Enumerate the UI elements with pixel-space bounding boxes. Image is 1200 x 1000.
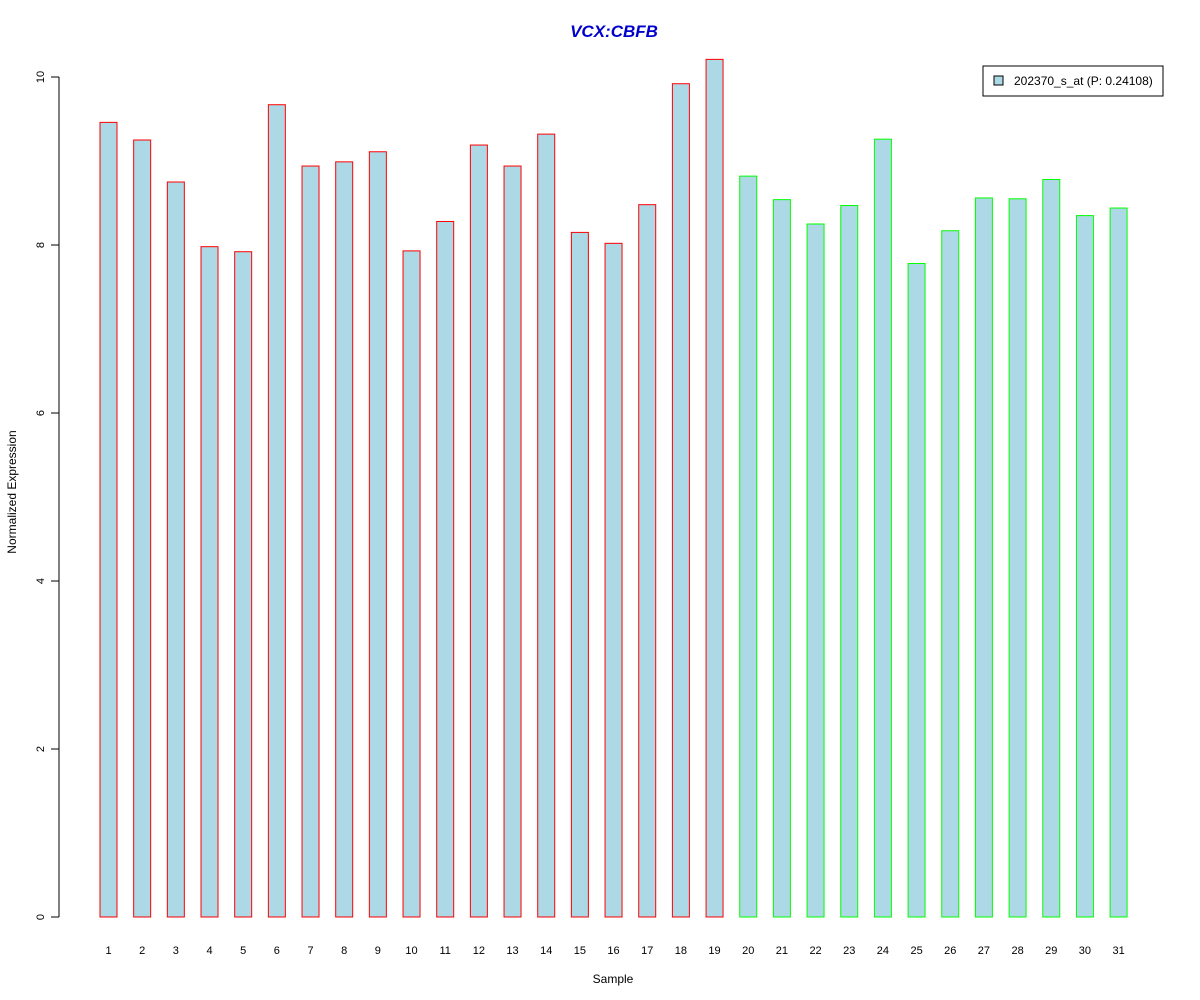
- x-tick-label: 14: [540, 945, 552, 957]
- x-tick-label: 7: [307, 945, 313, 957]
- bar-sample-4: [200, 246, 219, 918]
- x-tick-label: 1: [105, 945, 111, 957]
- bar-sample-15: [570, 231, 589, 918]
- x-tick-label: 22: [809, 945, 821, 957]
- x-tick-label: 11: [439, 945, 450, 957]
- x-tick-label: 25: [910, 945, 922, 957]
- x-tick-label: 13: [506, 945, 518, 957]
- x-tick-label: 12: [473, 945, 485, 957]
- y-axis-label: Normalized Expression: [5, 430, 19, 553]
- x-tick-label: 23: [843, 945, 855, 957]
- bar-sample-27: [974, 197, 993, 918]
- x-tick-label: 15: [574, 945, 586, 957]
- x-tick-label: 20: [742, 945, 754, 957]
- bar-sample-13: [503, 165, 522, 918]
- x-tick-label: 18: [675, 945, 687, 957]
- x-tick-label: 27: [978, 945, 990, 957]
- x-tick-label: 6: [274, 945, 280, 957]
- bar-sample-9: [368, 151, 387, 918]
- x-tick-label: 16: [607, 945, 619, 957]
- bar-sample-30: [1075, 215, 1094, 918]
- y-tick-label: 4: [35, 578, 47, 584]
- y-tick-label: 0: [35, 914, 47, 920]
- bar-sample-17: [638, 204, 657, 918]
- x-tick-label: 9: [375, 945, 381, 957]
- bar-sample-11: [436, 220, 455, 918]
- bar-sample-29: [1042, 178, 1061, 918]
- x-tick-label: 24: [877, 945, 889, 957]
- bar-sample-6: [267, 104, 286, 918]
- legend-swatch: [993, 75, 1004, 86]
- legend: 202370_s_at (P: 0.24108): [982, 65, 1164, 97]
- bar-sample-23: [840, 205, 859, 918]
- bar-sample-14: [537, 133, 556, 918]
- x-tick-labels: 1 2 3 4 5 6 7 8 9 10 11 12 13 14 15 16 17 18 19 20 21 22 23 24 2…: [105, 945, 1124, 957]
- bar-sample-8: [335, 161, 354, 918]
- x-tick-label: 19: [708, 945, 720, 957]
- bar-sample-2: [133, 139, 152, 918]
- x-tick-label: 26: [944, 945, 956, 957]
- bar-sample-5: [234, 251, 253, 918]
- bar-sample-26: [941, 230, 960, 918]
- bar-sample-28: [1008, 198, 1027, 918]
- x-axis-label: Sample: [593, 972, 634, 986]
- bar-sample-24: [873, 138, 892, 918]
- x-tick-label: 4: [206, 945, 212, 957]
- bars-group: [99, 58, 1128, 918]
- x-tick-label: 30: [1079, 945, 1091, 957]
- y-axis: 0 2 4 6 8 10: [35, 71, 60, 920]
- legend-box: [982, 65, 1164, 97]
- y-tick-label: 10: [35, 71, 47, 83]
- bar-sample-16: [604, 242, 623, 918]
- x-tick-label: 17: [641, 945, 653, 957]
- bar-sample-25: [907, 262, 926, 918]
- x-tick-label: 2: [139, 945, 145, 957]
- y-tick-label: 2: [35, 746, 47, 752]
- y-tick-label: 6: [35, 410, 47, 416]
- legend-label: 202370_s_at (P: 0.24108): [1014, 74, 1153, 88]
- bar-sample-22: [806, 223, 825, 918]
- bar-sample-1: [99, 121, 118, 918]
- bar-sample-7: [301, 165, 320, 918]
- bar-sample-19: [705, 58, 724, 918]
- bar-sample-31: [1109, 207, 1128, 918]
- x-tick-label: 10: [405, 945, 417, 957]
- y-tick-label: 8: [35, 242, 47, 248]
- x-tick-label: 31: [1112, 945, 1124, 957]
- bar-sample-3: [166, 181, 185, 918]
- bar-sample-21: [772, 199, 791, 918]
- bar-sample-12: [469, 144, 488, 918]
- x-tick-label: 29: [1045, 945, 1057, 957]
- x-tick-label: 3: [173, 945, 179, 957]
- chart-title: VCX:CBFB: [570, 22, 658, 41]
- bar-sample-18: [671, 83, 690, 918]
- x-tick-label: 8: [341, 945, 347, 957]
- x-tick-label: 21: [776, 945, 788, 957]
- x-tick-label: 28: [1011, 945, 1023, 957]
- bar-sample-20: [739, 175, 758, 918]
- x-tick-label: 5: [240, 945, 246, 957]
- bar-sample-10: [402, 250, 421, 918]
